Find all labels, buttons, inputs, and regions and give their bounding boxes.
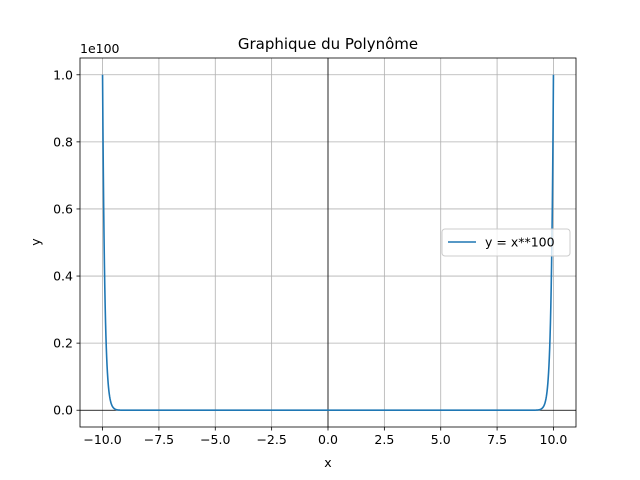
series-line bbox=[101, 74, 555, 412]
x-tick-label: 7.5 bbox=[487, 432, 507, 447]
x-axis-label: x bbox=[324, 455, 331, 470]
y-tick-label: 0.6 bbox=[53, 201, 73, 216]
legend: y = x**100 bbox=[441, 228, 571, 257]
y-axis-label: y bbox=[28, 238, 43, 246]
x-tick-label: 2.5 bbox=[374, 432, 394, 447]
series-layer bbox=[101, 74, 555, 412]
y-tick-label: 0.4 bbox=[53, 269, 73, 284]
x-tick-label: −2.5 bbox=[256, 432, 286, 447]
x-axis-ticks: −10.0 −7.5 −5.0 −2.5 0.0 2.5 5.0 7.5 10.0 bbox=[83, 427, 567, 447]
y-tick-label: 0.2 bbox=[53, 336, 73, 351]
x-tick-label: 0.0 bbox=[318, 432, 338, 447]
legend-box bbox=[441, 228, 571, 257]
y-tick-label: 1.0 bbox=[53, 67, 73, 82]
x-tick-label: −7.5 bbox=[144, 432, 174, 447]
x-tick-label: −10.0 bbox=[83, 432, 121, 447]
legend-label: y = x**100 bbox=[485, 235, 555, 250]
y-tick-label: 0.0 bbox=[53, 403, 73, 418]
chart-title: Graphique du Polynôme bbox=[238, 35, 418, 53]
x-tick-label: 5.0 bbox=[431, 432, 451, 447]
y-tick-label: 0.8 bbox=[53, 134, 73, 149]
y-axis-scale-label: 1e100 bbox=[80, 41, 120, 56]
x-tick-label: −5.0 bbox=[200, 432, 230, 447]
y-axis-ticks: 0.0 0.2 0.4 0.6 0.8 1.0 bbox=[53, 67, 80, 418]
x-tick-label: 10.0 bbox=[540, 432, 568, 447]
